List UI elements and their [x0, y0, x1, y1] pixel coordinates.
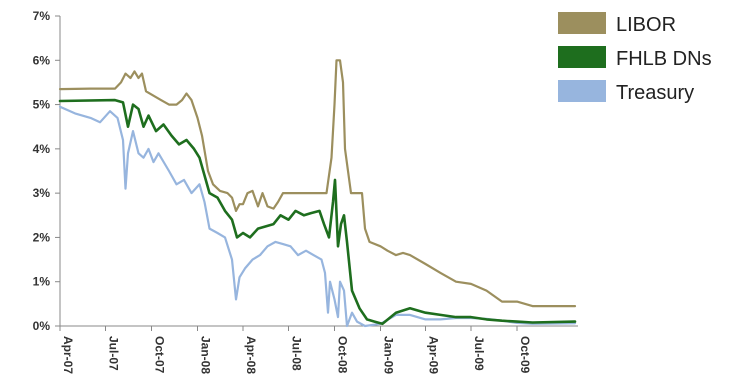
- x-tick-label: Jul-09: [472, 336, 486, 371]
- x-tick-label: Jan-08: [199, 336, 213, 374]
- legend-swatch: [558, 46, 606, 68]
- legend-swatch: [558, 80, 606, 102]
- legend: LIBOR FHLB DNs Treasury: [558, 12, 712, 104]
- y-tick-label: 3%: [33, 186, 51, 200]
- x-axis-ticks: Apr-07 Jul-07 Oct-07 Jan-08 Apr-08 Jul-08 Oct-…: [59, 326, 532, 374]
- legend-label: FHLB DNs: [616, 48, 712, 70]
- y-tick-label: 2%: [33, 230, 51, 244]
- y-tick-label: 5%: [33, 98, 51, 112]
- series-line-treasury: [58, 105, 577, 328]
- legend-label: LIBOR: [616, 14, 676, 36]
- x-tick-label: Oct-09: [518, 336, 532, 374]
- x-tick-label: Jul-08: [290, 336, 304, 371]
- legend-swatch: [558, 12, 606, 34]
- y-tick-label: 1%: [33, 275, 51, 289]
- series-lines: [58, 59, 577, 328]
- y-tick-label: 0%: [33, 319, 51, 333]
- chart-axes: [59, 16, 578, 327]
- x-tick-label: Oct-08: [336, 336, 350, 374]
- y-axis-ticks: 0% 1% 2% 3% 4% 5% 6% 7%: [33, 9, 60, 333]
- x-tick-label: Apr-07: [61, 336, 75, 374]
- series-line-libor: [58, 59, 577, 308]
- x-tick-label: Jan-09: [382, 336, 396, 374]
- series-line-fhlb-dns: [58, 98, 577, 326]
- y-tick-label: 4%: [33, 142, 51, 156]
- legend-label: Treasury: [616, 82, 694, 104]
- x-tick-label: Apr-08: [244, 336, 258, 374]
- y-tick-label: 6%: [33, 53, 51, 67]
- x-tick-label: Jul-07: [107, 336, 121, 371]
- x-tick-label: Apr-09: [427, 336, 441, 374]
- y-tick-label: 7%: [33, 9, 51, 23]
- x-tick-label: Oct-07: [153, 336, 167, 374]
